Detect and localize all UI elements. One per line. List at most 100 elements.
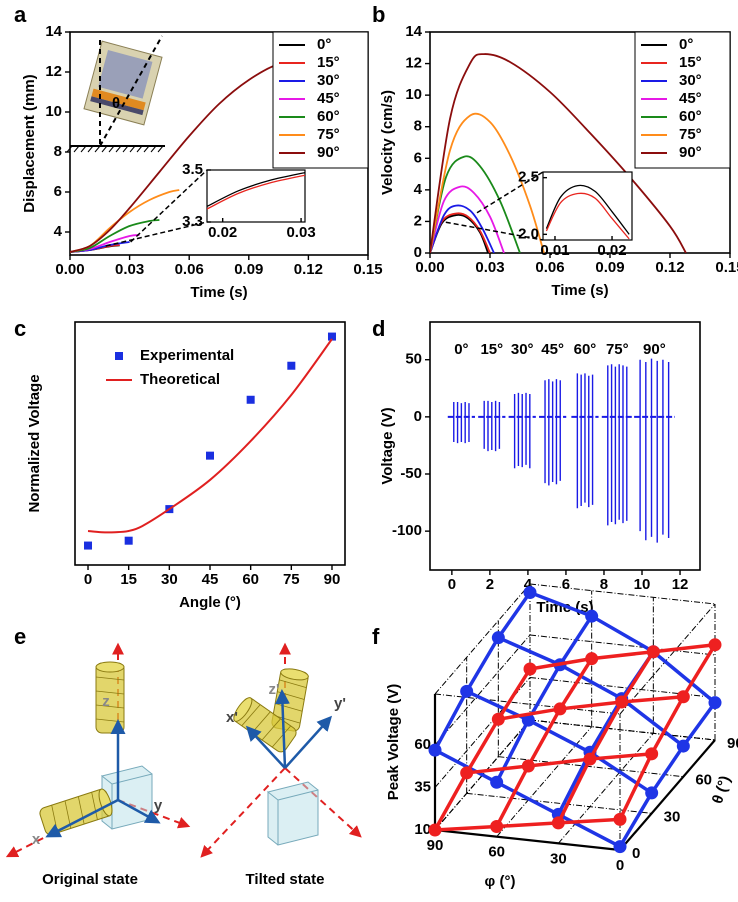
z-axis-label: Peak Voltage (V) (385, 684, 402, 800)
legend-label: 75° (679, 126, 702, 143)
series-line (430, 53, 687, 253)
y-tick-label: 12 (45, 63, 62, 80)
hatch (143, 145, 150, 153)
cube (266, 781, 319, 846)
legend-label: 90° (317, 144, 340, 161)
axis-line (619, 739, 716, 851)
legend-label: 30° (317, 72, 340, 89)
surface-row (529, 643, 716, 671)
surface-row (466, 752, 652, 775)
series-line (70, 219, 160, 253)
y-tick-label: 12 (405, 55, 422, 72)
theta-tick-label: 30 (664, 808, 681, 825)
x-axis-label: Angle (°) (179, 594, 241, 611)
reference-axis (284, 767, 362, 838)
panel-letter: a (14, 2, 27, 27)
grid-line (466, 792, 652, 814)
legend-label: 45° (679, 90, 702, 107)
x-tick-label: 0.00 (55, 261, 84, 278)
surface-column (465, 636, 500, 693)
y-tick-label: 2 (414, 212, 422, 229)
series-line (70, 59, 309, 253)
legend-label: Theoretical (140, 371, 220, 388)
series-line (430, 204, 495, 253)
theta-axis-label: θ (°) (709, 774, 734, 806)
data-point (206, 451, 214, 460)
grid-line (434, 634, 531, 746)
z-tick-label: 10 (414, 821, 431, 838)
device-layer (91, 88, 146, 111)
device-axis (274, 689, 290, 769)
grid-line (498, 756, 684, 778)
group-label: 45° (541, 341, 564, 358)
legend-label: 0° (679, 36, 693, 53)
phi-tick-label: 90 (427, 837, 444, 854)
surface-column (526, 708, 562, 767)
x-tick-label: 0 (84, 571, 92, 588)
series-line (207, 171, 305, 207)
surface-column (650, 745, 685, 794)
cylinder (39, 788, 113, 836)
coil (241, 704, 261, 727)
cylinder-end (233, 697, 253, 722)
surface-node (523, 662, 537, 676)
plot-frame (429, 321, 701, 571)
x-tick-label: 0.15 (353, 261, 382, 278)
x-tick-label: 0.03 (115, 261, 144, 278)
y-tick-label: 4 (54, 223, 63, 240)
y-tick-label: 8 (414, 118, 422, 135)
coil (95, 676, 125, 681)
surface-row (465, 689, 653, 795)
surface-node (490, 775, 504, 789)
surface-node (553, 702, 567, 716)
data-point (246, 395, 255, 404)
x-tick-label: 8 (600, 576, 608, 593)
surface-column (556, 758, 592, 824)
surface-node (523, 586, 537, 599)
coil (95, 690, 125, 695)
box-edge (529, 583, 716, 605)
x-tick-label: 0.06 (535, 259, 564, 276)
device-axis (117, 798, 161, 824)
diagram-label: x' (226, 709, 238, 726)
phi-tick-label: 30 (550, 850, 567, 867)
diagram-label: Original state (42, 871, 138, 888)
panel-letter: c (14, 316, 26, 341)
group-label: 30° (511, 341, 534, 358)
x-tick-label: 75 (283, 571, 300, 588)
surface-column (495, 719, 530, 784)
surface-node (708, 696, 722, 710)
coil (95, 704, 125, 709)
grid-line (529, 719, 716, 741)
box-edge (434, 693, 621, 715)
zoom-connector (130, 169, 208, 243)
zoom-connector (445, 221, 544, 241)
legend-swatch (115, 352, 123, 360)
phi-tick-label: 0 (616, 857, 624, 874)
coil (279, 679, 307, 689)
y-axis-label: Voltage (V) (379, 407, 396, 484)
angle-label: θ (112, 95, 120, 112)
legend-label: 90° (679, 144, 702, 161)
zoom-connector (105, 221, 208, 247)
x-tick-label: 60 (242, 571, 259, 588)
surface-node (676, 690, 690, 704)
group-label: 0° (454, 341, 468, 358)
surface-node (428, 743, 442, 757)
series-line (430, 185, 505, 253)
surface-row (498, 695, 684, 721)
legend-label: 75° (317, 126, 340, 143)
cylinder (95, 661, 125, 734)
device-axis (245, 725, 286, 769)
x-tick-label: 12 (672, 576, 689, 593)
x-tick-label: 0.12 (294, 261, 323, 278)
series-line (545, 192, 630, 240)
group-label: 75° (606, 341, 629, 358)
coil (275, 703, 303, 712)
z-tick-label: 35 (414, 778, 431, 795)
group-label: 90° (643, 341, 666, 358)
series-line (207, 174, 305, 210)
hatch (150, 145, 157, 153)
y-tick-label: 3.3 (182, 213, 203, 230)
x-tick-label: 30 (161, 571, 178, 588)
